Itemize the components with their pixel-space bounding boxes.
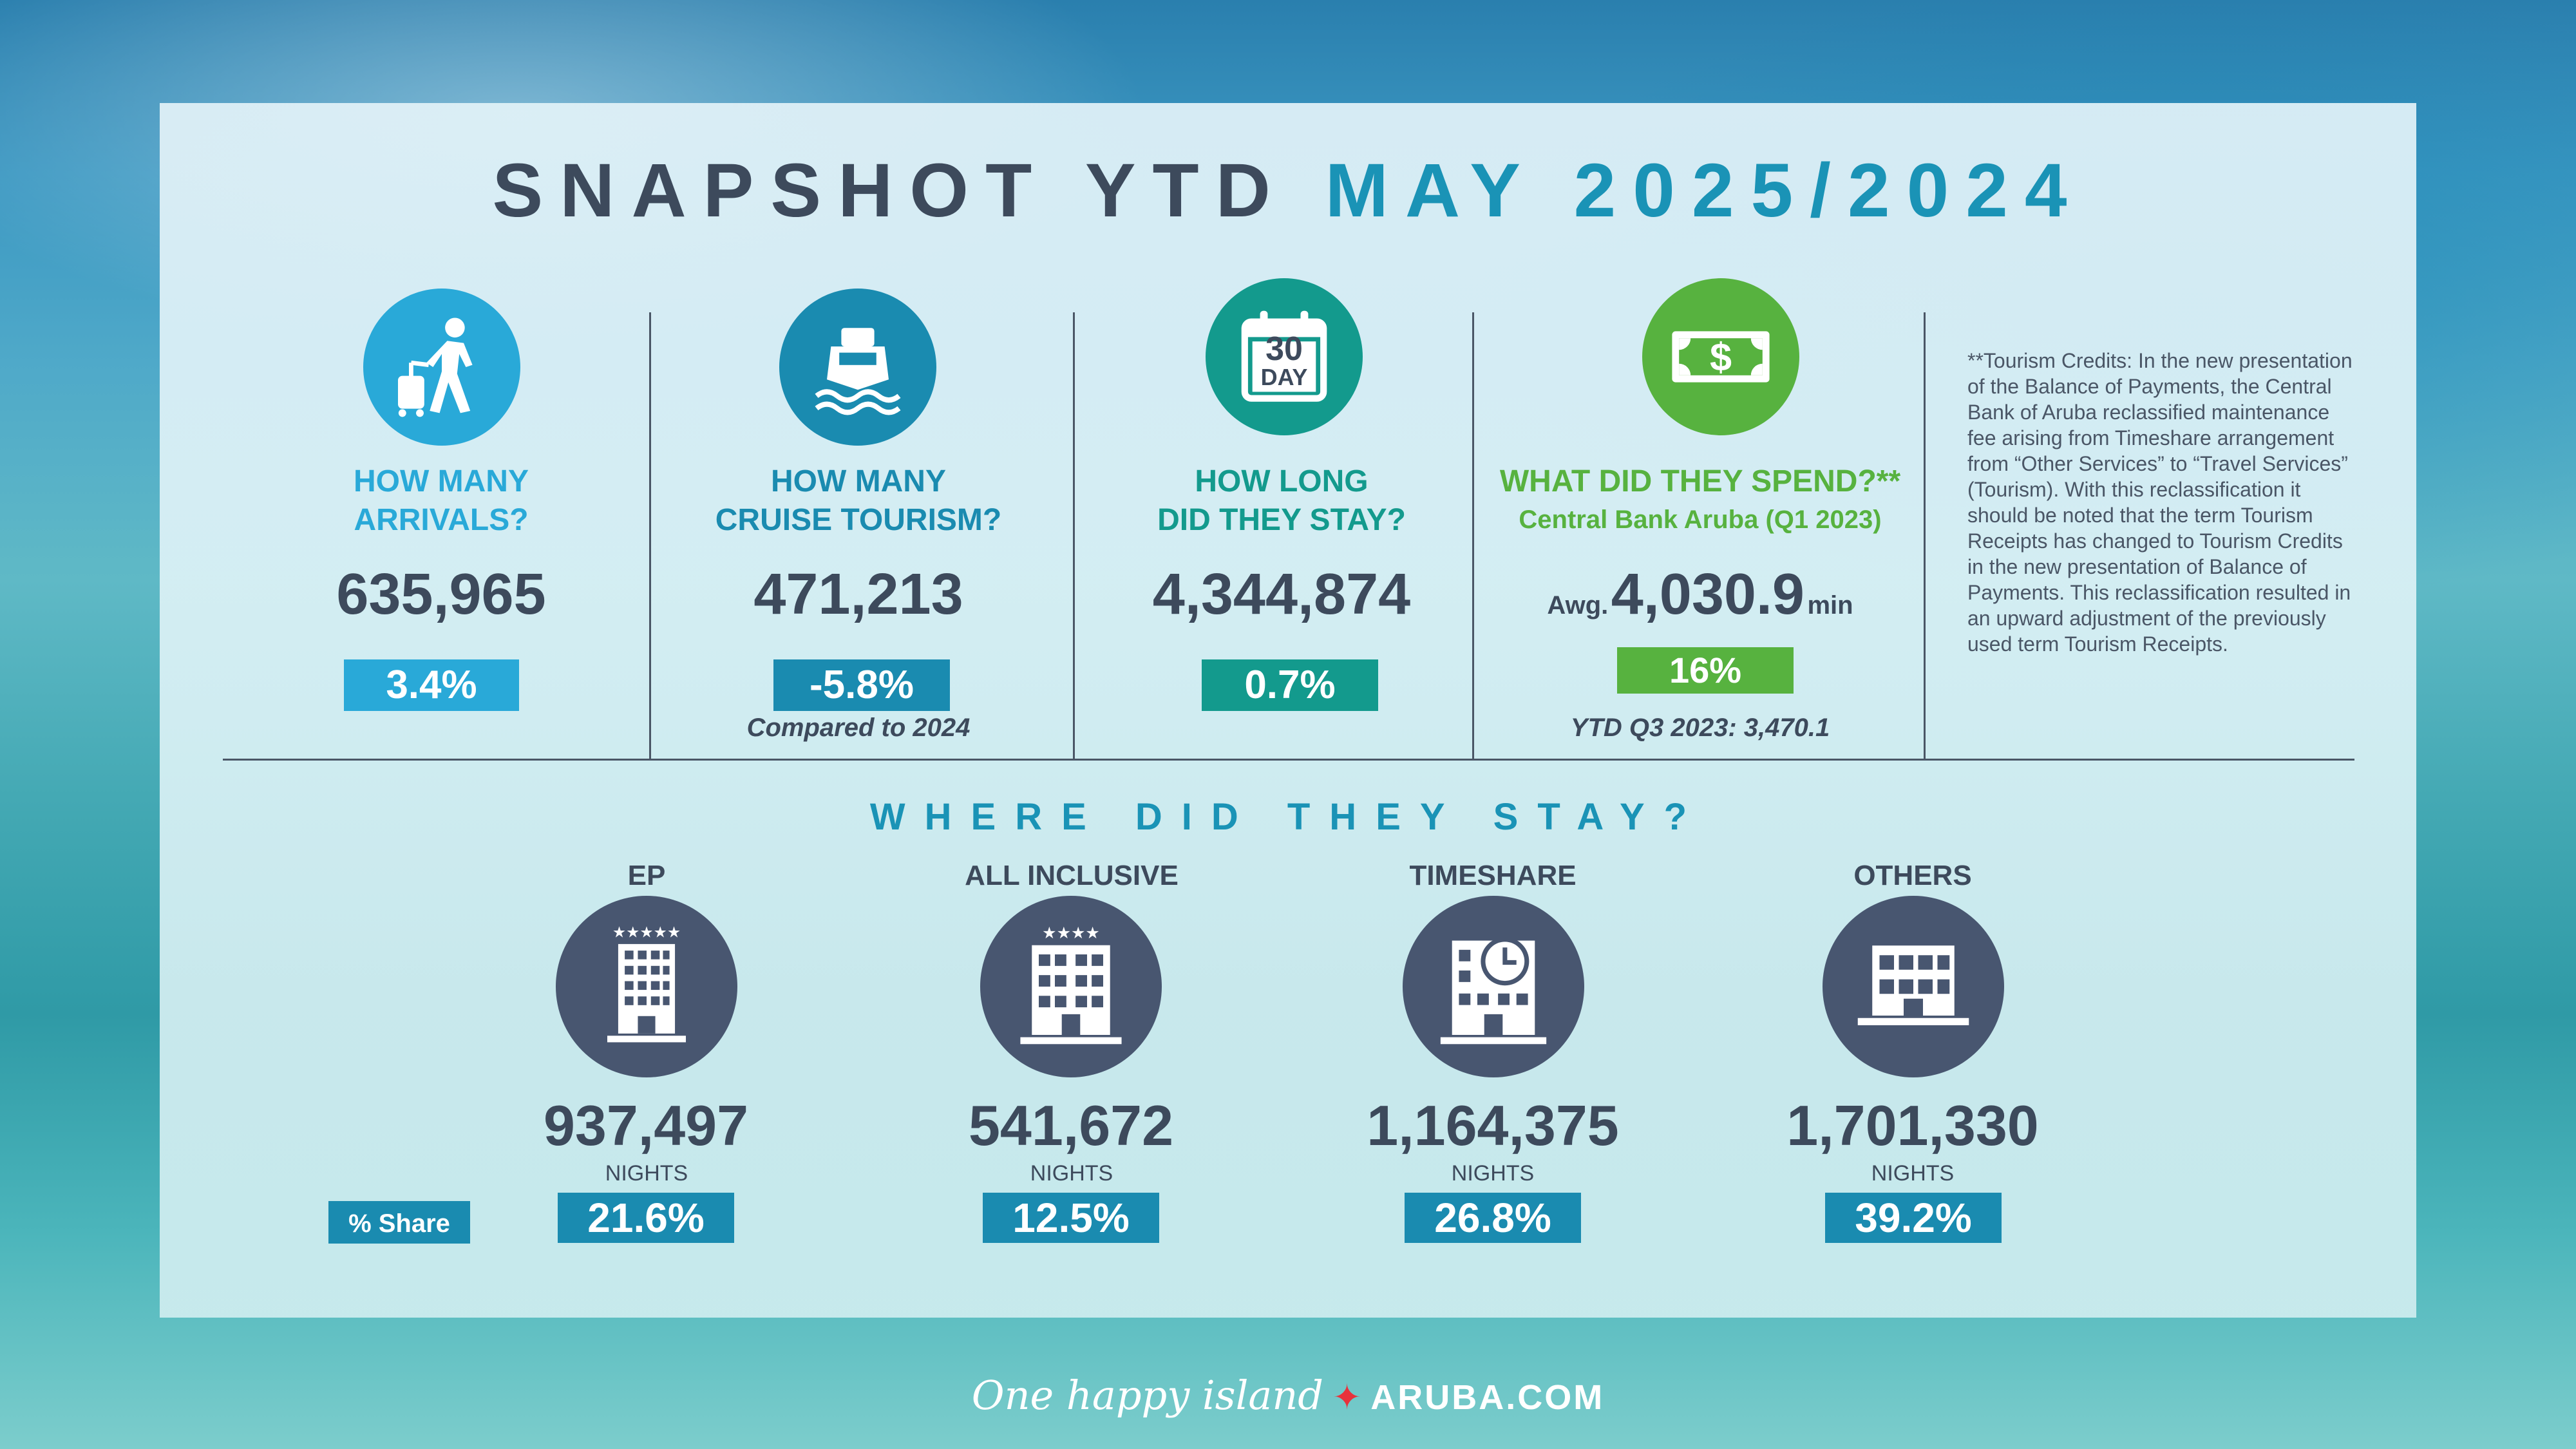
stay-label-timeshare: TIMESHARE [1409,860,1577,891]
question-line: DID THEY STAY? [1157,503,1406,537]
money-icon: $ [1642,278,1799,435]
question-line: HOW LONG [1195,464,1368,498]
stay-nights-ep: 937,497 [543,1094,749,1157]
question-source: Central Bank Aruba (Q1 2023) [1519,506,1882,534]
column-divider [1924,312,1926,760]
footer-branding: One happy island ✦ ARUBA.COM [0,1372,2576,1419]
hotel-4-star-icon: ★★★★ [980,896,1162,1077]
stay-change-badge: 0.7% [1202,659,1378,711]
title-period: MAY 2025/2024 [1325,148,2084,233]
stay-share-timeshare: 26.8% [1405,1193,1581,1243]
calendar-number: 30 [1265,330,1303,368]
nights-label: NIGHTS [1451,1161,1535,1186]
spend-value-row: Awg. 4,030.9 min [1475,562,1926,628]
stay-section-title: WHERE DID THEY STAY? [869,796,1707,838]
calendar-text: 30 DAY [1206,330,1363,392]
calendar-icon: 30 DAY [1206,278,1363,435]
cruise-change-badge: -5.8% [773,659,950,711]
spend-currency: Awg. [1547,591,1609,620]
tagline: One happy island [971,1372,1323,1419]
stay-label-all-inclusive: ALL INCLUSIVE [965,860,1179,891]
timeshare-building-icon [1403,896,1584,1077]
stay-label-ep: EP [627,860,666,891]
svg-text:$: $ [1710,336,1732,379]
stay-share-others: 39.2% [1825,1193,2002,1243]
section-divider [223,759,2354,761]
column-divider [1472,312,1474,760]
spend-change-badge: 16% [1617,647,1794,694]
stay-share-all-inclusive: 12.5% [983,1193,1159,1243]
question-line: ARRIVALS? [354,503,529,537]
stay-question: HOW LONG DID THEY STAY? [1088,462,1475,540]
tourism-credits-footnote: **Tourism Credits: In the new presentati… [1967,349,2353,656]
nights-label: NIGHTS [605,1161,688,1186]
question-line: WHAT DID THEY SPEND?** [1499,464,1901,498]
spend-unit: min [1807,591,1853,620]
spend-question: WHAT DID THEY SPEND?** Central Bank Arub… [1475,462,1926,538]
calendar-word: DAY [1260,364,1308,390]
page-title: SNAPSHOT YTD MAY 2025/2024 [0,147,2576,234]
column-divider [1073,312,1075,760]
hotel-5-star-icon: ★★★★★ [556,896,737,1077]
question-line: CRUISE TOURISM? [715,503,1002,537]
traveler-icon [363,289,520,446]
stay-nights-all-inclusive: 541,672 [968,1094,1174,1157]
building-icon [1823,896,2004,1077]
svg-text:★★★★: ★★★★ [1042,923,1100,942]
aruba-link[interactable]: ARUBA.COM [1370,1378,1605,1417]
title-prefix: SNAPSHOT YTD [492,148,1287,233]
stay-nights-others: 1,701,330 [1786,1094,2039,1157]
svg-text:★★★★★: ★★★★★ [612,923,681,942]
cruise-question: HOW MANY CRUISE TOURISM? [665,462,1052,540]
question-line: HOW MANY [771,464,946,498]
stay-value: 4,344,874 [1152,562,1411,627]
stay-share-ep: 21.6% [558,1193,734,1243]
star-icon: ✦ [1332,1378,1362,1417]
stay-nights-timeshare: 1,164,375 [1367,1094,1619,1157]
nights-label: NIGHTS [1871,1161,1955,1186]
arrivals-question: HOW MANY ARRIVALS? [248,462,634,540]
question-line: HOW MANY [354,464,529,498]
spend-note: YTD Q3 2023: 3,470.1 [1570,714,1830,742]
cruise-note: Compared to 2024 [746,714,971,742]
spend-value: 4,030.9 [1611,562,1804,627]
arrivals-change-badge: 3.4% [344,659,519,711]
cruise-ship-icon [779,289,936,446]
share-label-badge: % Share [328,1201,470,1244]
stay-label-others: OTHERS [1853,860,1972,891]
cruise-value: 471,213 [753,562,963,627]
nights-label: NIGHTS [1030,1161,1113,1186]
column-divider [649,312,651,760]
arrivals-value: 635,965 [336,562,546,627]
